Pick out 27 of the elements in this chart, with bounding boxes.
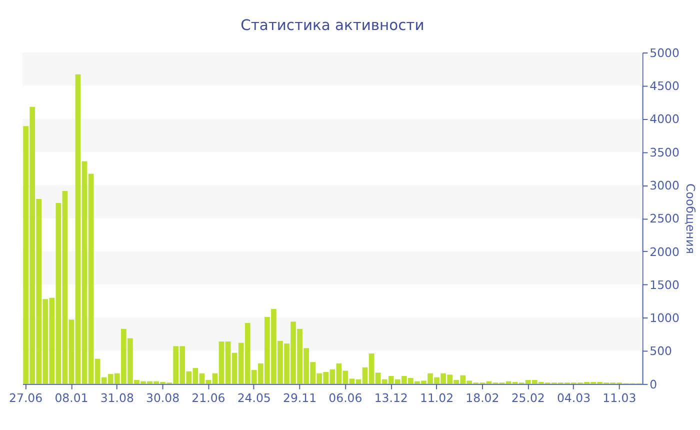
x-tick-label: 08.01 (54, 391, 88, 406)
x-tick-label: 25.02 (511, 391, 545, 406)
y2-tick-label: 2500 (650, 212, 680, 226)
y2-tick-label: 1500 (650, 278, 680, 292)
x-tick-label: 31.08 (100, 391, 134, 406)
x-tick-label: 21.06 (192, 391, 226, 406)
y2-tick-label: 2000 (650, 244, 680, 259)
x-tick-label: 06.06 (328, 391, 362, 406)
x-tick-label: 18.02 (466, 391, 500, 406)
y2-tick-label: 5000 (650, 46, 680, 60)
y2-tick-label: 3000 (650, 178, 680, 192)
y2-tick-label: 0 (650, 377, 658, 392)
x-tick-label: 13.12 (374, 391, 408, 406)
x-tick-label: 27.06 (9, 391, 43, 406)
x-tick-label: 11.03 (602, 391, 636, 406)
x-tick-label: 29.11 (283, 391, 317, 406)
y2-tick-label: 1000 (650, 311, 680, 326)
x-tick-label: 30.08 (146, 391, 180, 406)
y2-tick-label: 4500 (650, 79, 680, 94)
y2-tick-label: 3500 (650, 145, 680, 160)
x-tick-label: 04.03 (556, 391, 591, 406)
y2-tick-label: 500 (650, 344, 672, 358)
y2-axis-title: Сообщения (683, 184, 698, 254)
chart-title: Статистика активности (240, 17, 424, 34)
y2-tick-label: 4000 (650, 112, 680, 126)
x-tick-label: 11.02 (420, 391, 454, 406)
x-tick-label: 24.05 (237, 391, 271, 406)
